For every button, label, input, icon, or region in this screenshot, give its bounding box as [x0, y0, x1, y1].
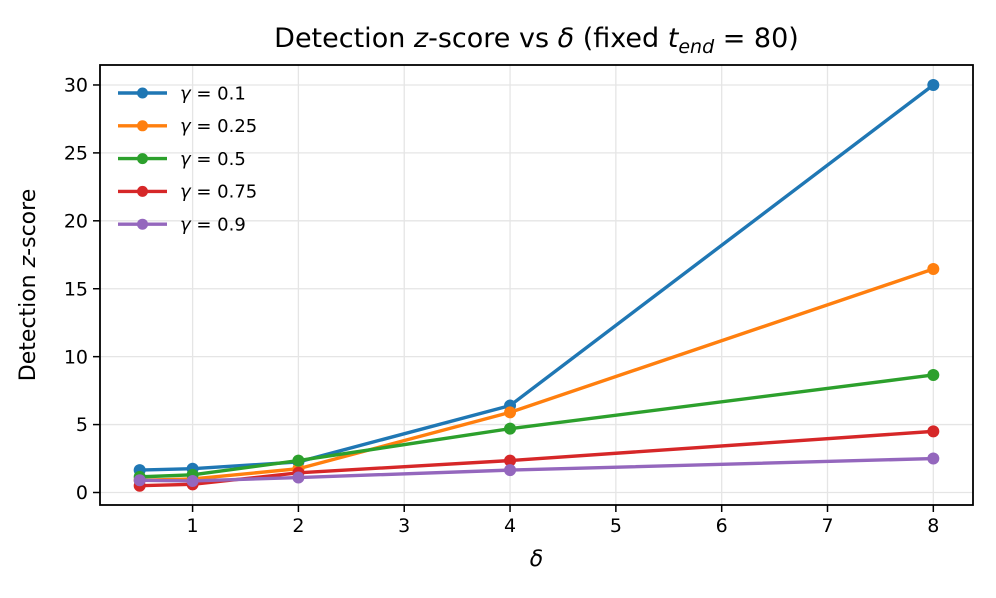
data-point-gamma-0.9 — [504, 464, 517, 477]
data-point-gamma-0.25 — [504, 406, 517, 419]
legend-marker-gamma-0.25 — [137, 120, 148, 132]
legend-label-gamma-0.9: γ = 0.9 — [180, 215, 246, 236]
data-point-gamma-0.9 — [292, 471, 305, 484]
legend-entry-gamma-0.75: γ = 0.75 — [118, 182, 257, 203]
data-point-gamma-0.5 — [504, 422, 517, 435]
y-tick-label: 5 — [76, 414, 88, 436]
x-tick-label: 6 — [716, 515, 728, 537]
series-gamma-0.9 — [133, 452, 940, 487]
data-point-gamma-0.25 — [927, 263, 940, 276]
x-tick-label: 7 — [821, 515, 833, 537]
x-tick-label: 8 — [927, 515, 939, 537]
data-point-gamma-0.1 — [927, 78, 940, 91]
data-point-gamma-0.9 — [133, 474, 146, 487]
legend-marker-gamma-0.5 — [137, 153, 148, 165]
data-point-gamma-0.9 — [927, 452, 940, 465]
data-point-gamma-0.75 — [927, 425, 940, 438]
legend-label-gamma-0.25: γ = 0.25 — [180, 116, 257, 137]
y-axis-label: Detection z-score — [16, 189, 41, 382]
legend-marker-gamma-0.75 — [137, 185, 148, 197]
legend-label-gamma-0.5: γ = 0.5 — [180, 149, 246, 170]
plot-border — [99, 64, 974, 506]
data-point-gamma-0.9 — [186, 474, 199, 487]
y-tick-label: 25 — [64, 143, 88, 165]
x-tick-label: 2 — [292, 515, 304, 537]
y-tick-label: 15 — [64, 278, 88, 300]
legend-marker-gamma-0.1 — [137, 87, 148, 99]
y-tick-label: 10 — [64, 346, 88, 368]
x-tick-label: 5 — [610, 515, 622, 537]
legend-label-gamma-0.75: γ = 0.75 — [180, 182, 257, 203]
legend-label-gamma-0.1: γ = 0.1 — [180, 83, 246, 104]
x-tick-label: 3 — [398, 515, 410, 537]
legend-marker-gamma-0.9 — [137, 218, 148, 230]
legend-entry-gamma-0.1: γ = 0.1 — [118, 83, 246, 104]
data-point-gamma-0.5 — [927, 368, 940, 381]
legend-entry-gamma-0.5: γ = 0.5 — [118, 149, 246, 170]
chart-title: Detection z-score vs δ (fixed tend = 80) — [274, 23, 799, 58]
data-point-gamma-0.5 — [292, 454, 305, 467]
legend-entry-gamma-0.25: γ = 0.25 — [118, 116, 257, 137]
y-tick-label: 30 — [64, 75, 88, 97]
x-axis: 1 2 3 4 5 6 7 8 — [187, 505, 939, 537]
x-axis-label: δ — [530, 547, 543, 572]
legend: γ = 0.1 γ = 0.25 γ = 0.5 γ = 0.75 γ = 0.9 — [118, 83, 257, 236]
y-tick-label: 20 — [64, 210, 88, 232]
legend-entry-gamma-0.9: γ = 0.9 — [118, 215, 246, 236]
x-tick-label: 1 — [187, 515, 199, 537]
data-point-gamma-0.75 — [504, 454, 517, 467]
y-axis: 0 5 10 15 20 25 30 — [64, 75, 100, 504]
x-tick-label: 4 — [504, 515, 516, 537]
y-tick-label: 0 — [76, 482, 88, 504]
